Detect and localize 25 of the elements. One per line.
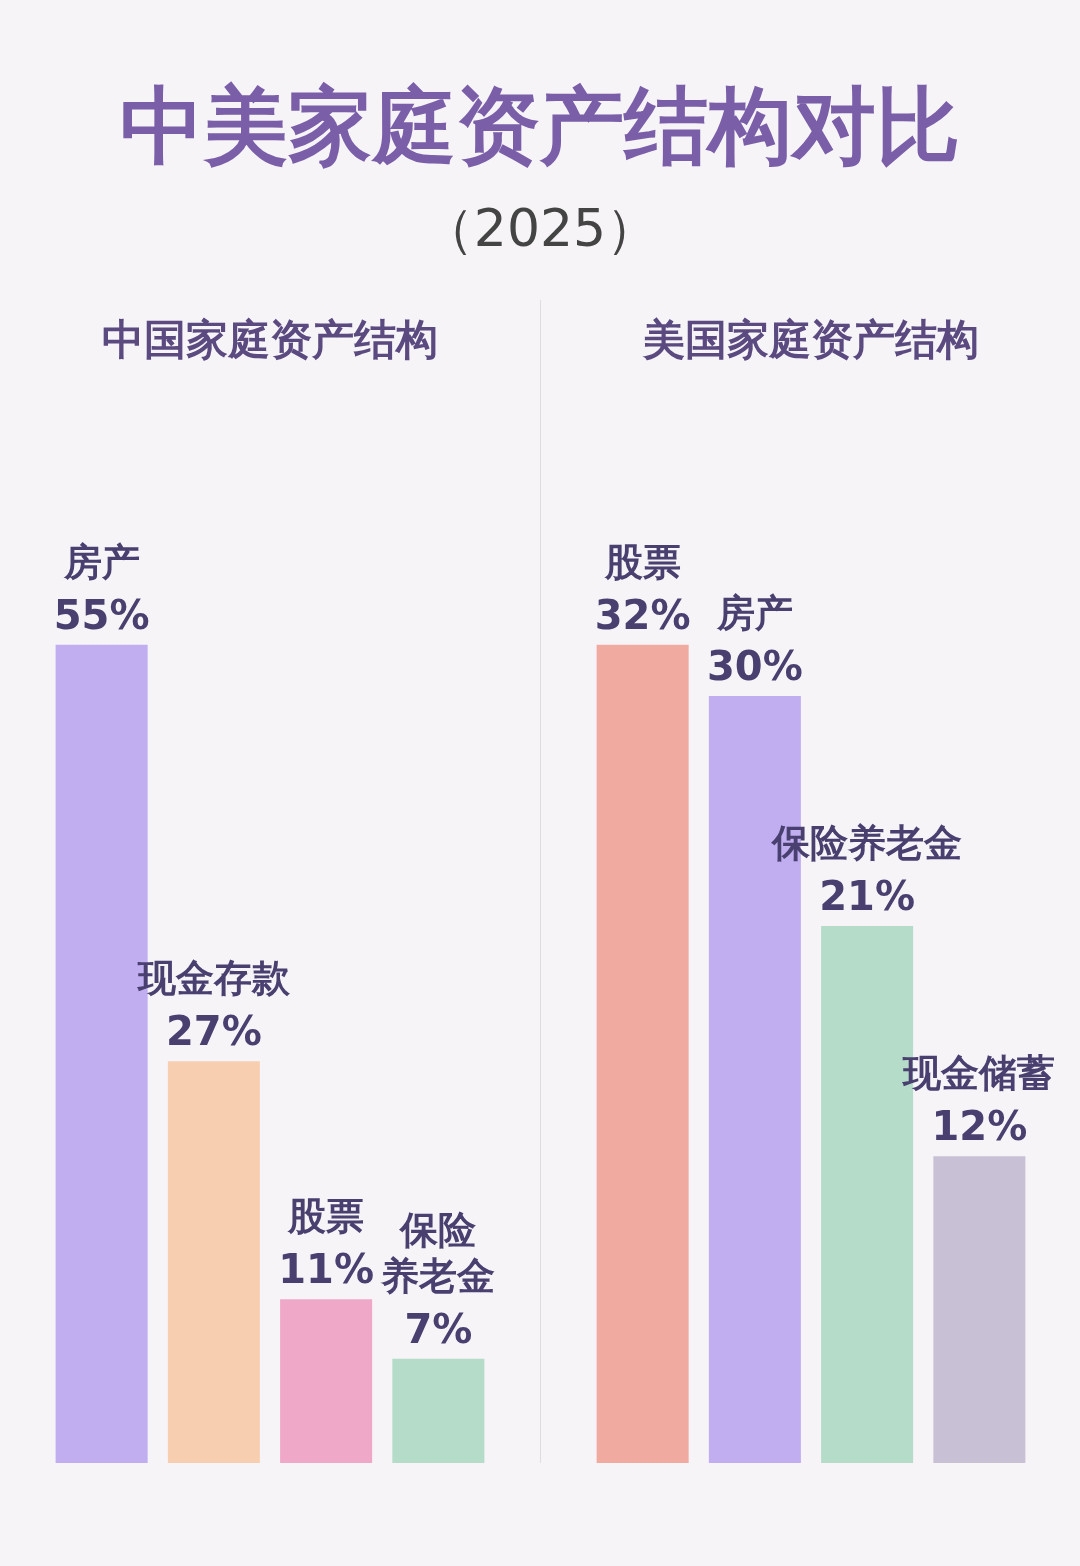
- data-label: 7%: [404, 1305, 473, 1352]
- data-label: 55%: [53, 591, 150, 638]
- chart-title: 美国家庭资产结构: [642, 315, 979, 364]
- bar: [933, 1156, 1026, 1463]
- bar: [392, 1358, 485, 1463]
- text: 中美家庭资产结构对比: [119, 76, 961, 177]
- data-label: 30%: [707, 642, 803, 689]
- bar: [596, 644, 689, 1463]
- x-tick-label: 现金存款: [135, 956, 291, 1001]
- chart-title: 中国家庭资产结构: [102, 315, 438, 364]
- data-label: 11%: [278, 1246, 374, 1293]
- x-tick-label: 现金储蓄: [901, 1051, 1056, 1096]
- x-tick-label: 房产: [715, 590, 793, 635]
- data-label: 12%: [931, 1103, 1028, 1150]
- text: （2025）: [420, 197, 660, 260]
- bar: [167, 1061, 260, 1463]
- data-label: 32%: [594, 591, 691, 638]
- x-tick-label: 股票: [603, 539, 681, 584]
- data-label: 21%: [819, 873, 915, 920]
- data-label: 27%: [166, 1008, 262, 1055]
- x-tick-label: 股票: [287, 1194, 365, 1239]
- x-tick-label: 保险养老金: [380, 1207, 496, 1298]
- x-tick-label: 房产: [62, 539, 140, 584]
- x-tick-label: 保险养老金: [770, 821, 963, 866]
- bar: [280, 1299, 373, 1463]
